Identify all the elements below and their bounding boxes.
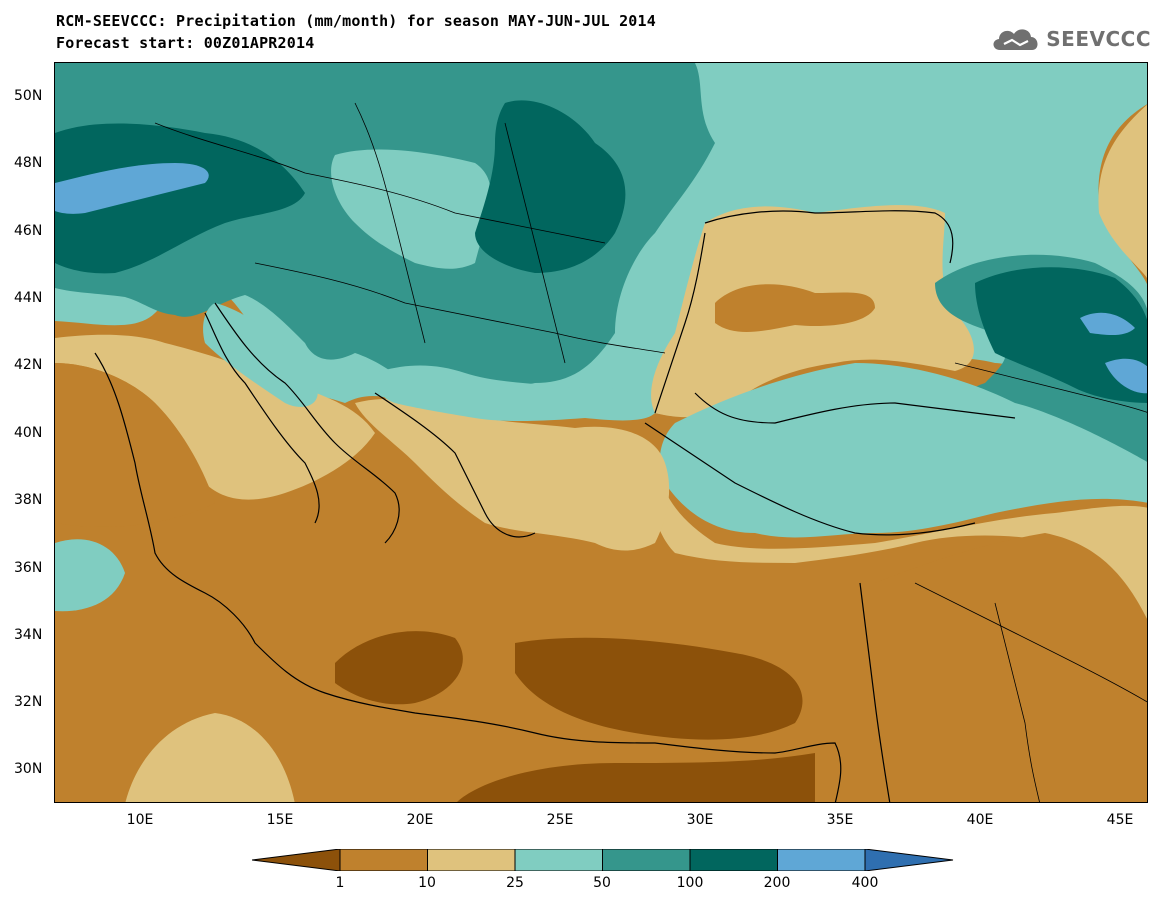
lon-tick-45e: 45E	[1106, 812, 1134, 828]
region-caucasus-100-200	[975, 267, 1147, 403]
map-title: RCM-SEEVCCC: Precipitation (mm/month) fo…	[56, 12, 656, 30]
region-italy-10-25	[55, 334, 375, 500]
region-alps-200-400	[55, 163, 209, 214]
lat-tick-36n: 36N	[14, 560, 43, 576]
region-caucasus-200-400-b	[1105, 358, 1147, 394]
region-east-10-25	[1098, 104, 1147, 279]
lat-tick-40n: 40N	[14, 425, 43, 441]
region-greece-10-25	[355, 398, 670, 551]
lat-tick-38n: 38N	[14, 492, 43, 508]
region-adriatic-25-50	[203, 303, 318, 407]
logo-text: SEEVCCC	[1046, 27, 1151, 51]
lat-tick-34n: 34N	[14, 627, 43, 643]
colorbar-label-100: 100	[676, 875, 704, 891]
lat-tick-48n: 48N	[14, 155, 43, 171]
cloud-icon	[993, 29, 1038, 50]
colorbar-label-1: 1	[335, 875, 345, 891]
colorbar-label-10: 10	[418, 875, 436, 891]
colorbar-segment-above-400	[864, 849, 954, 871]
colorbar-label-400: 400	[851, 875, 879, 891]
seevccc-logo: SEEVCCC	[990, 24, 1151, 54]
region-south-below-1	[457, 753, 815, 802]
country-borders	[154, 102, 1147, 802]
region-caucasus-200-400-a	[1080, 312, 1135, 336]
lon-tick-40e: 40E	[966, 812, 994, 828]
lat-tick-32n: 32N	[14, 694, 43, 710]
lon-tick-25e: 25E	[546, 812, 574, 828]
coastlines	[94, 210, 1016, 802]
colorbar-segment-25-50	[514, 849, 603, 871]
forecast-start-subtitle: Forecast start: 00Z01APR2014	[56, 34, 315, 52]
precipitation-map	[54, 62, 1148, 803]
colorbar-segment-1-10	[339, 849, 428, 871]
region-alps-100-200	[55, 123, 305, 274]
region-black-sea-core-1-10	[715, 284, 875, 332]
lat-tick-42n: 42N	[14, 357, 43, 373]
region-tunisia-25-50	[55, 539, 125, 612]
colorbar-label-25: 25	[506, 875, 524, 891]
lon-tick-35e: 35E	[826, 812, 854, 828]
region-pannonian-25-50	[331, 149, 491, 269]
colorbar-segment-50-100	[602, 849, 691, 871]
colorbar-segment-below-1	[252, 849, 341, 871]
lat-tick-50n: 50N	[14, 88, 43, 104]
lon-tick-20e: 20E	[406, 812, 434, 828]
lon-tick-15e: 15E	[266, 812, 294, 828]
colorbar	[252, 849, 954, 871]
lat-tick-46n: 46N	[14, 223, 43, 239]
colorbar-label-50: 50	[593, 875, 611, 891]
lon-tick-30e: 30E	[686, 812, 714, 828]
colorbar-segment-100-200	[689, 849, 778, 871]
region-turkey-25-50	[659, 363, 1147, 538]
lat-tick-44n: 44N	[14, 290, 43, 306]
region-libya-below-1-a	[335, 631, 463, 705]
lat-tick-30n: 30N	[14, 761, 43, 777]
region-balkans-25-50	[373, 365, 655, 422]
region-sahara-10-25	[125, 713, 295, 802]
region-anatolia-10-25	[651, 463, 1147, 622]
colorbar-segment-200-400	[777, 849, 866, 871]
colorbar-segment-10-25	[427, 849, 516, 871]
lon-tick-10e: 10E	[126, 812, 154, 828]
region-carpathians-100-200	[475, 100, 626, 273]
colorbar-label-200: 200	[763, 875, 791, 891]
region-mediterranean-1-10	[55, 363, 215, 527]
region-egypt-below-1	[515, 637, 803, 740]
